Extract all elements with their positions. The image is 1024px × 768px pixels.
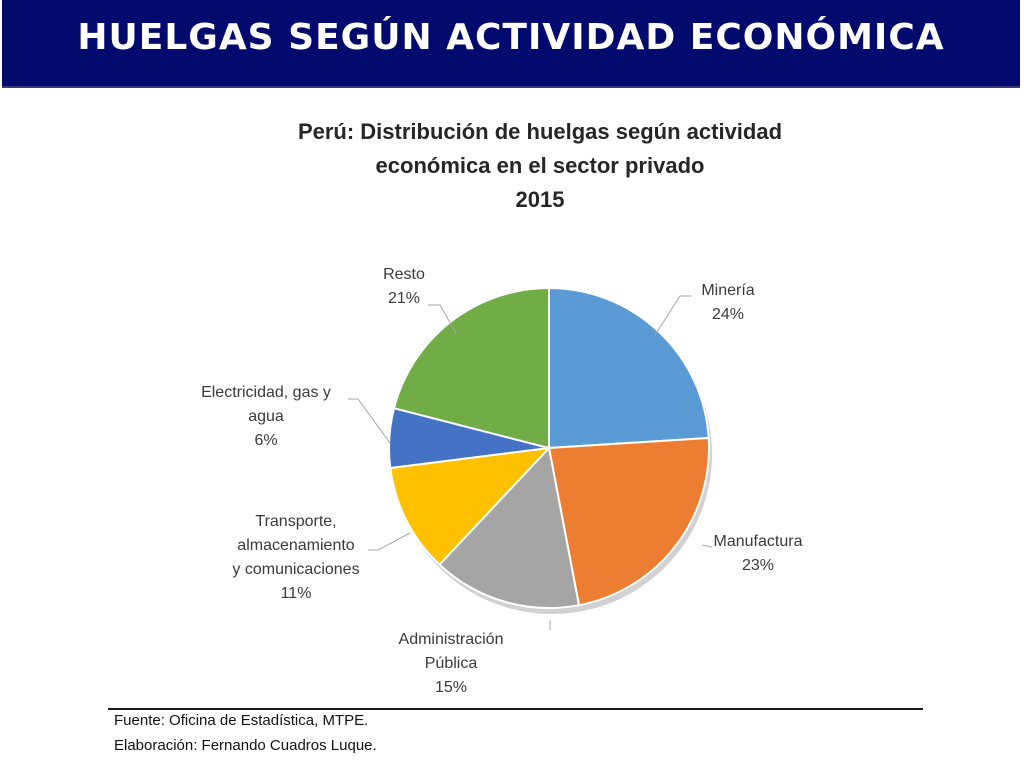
pie-slice bbox=[438, 445, 581, 610]
slice-category-label: almacenamiento bbox=[237, 537, 355, 554]
chart-title-line-2: económica en el sector privado bbox=[375, 153, 705, 178]
pie-slice bbox=[548, 286, 710, 450]
leader-line bbox=[348, 398, 391, 444]
footer-divider bbox=[108, 708, 923, 710]
slice-value-label: 15% bbox=[435, 679, 467, 696]
header-banner: HUELGAS SEGÚN ACTIVIDAD ECONÓMICA bbox=[2, 0, 1020, 88]
leader-line bbox=[428, 304, 457, 334]
chart-title-line-1: Perú: Distribución de huelgas según acti… bbox=[297, 119, 783, 144]
slice-value-label: 24% bbox=[712, 306, 744, 323]
slice-category-label: Minería bbox=[701, 282, 754, 299]
pie-slice bbox=[547, 436, 710, 607]
chart-title-year: 2015 bbox=[515, 187, 565, 212]
leader-line bbox=[368, 532, 411, 551]
slice-value-label: 6% bbox=[254, 432, 277, 449]
page-title: HUELGAS SEGÚN ACTIVIDAD ECONÓMICA bbox=[77, 17, 945, 58]
slice-category-label: Electricidad, gas y bbox=[201, 384, 331, 401]
slice-category-label: agua bbox=[248, 408, 284, 425]
pie-slice bbox=[392, 286, 550, 450]
source-note: Fuente: Oficina de Estadística, MTPE. bbox=[114, 712, 369, 729]
slice-category-label: Transporte, bbox=[255, 513, 336, 530]
leader-line bbox=[701, 544, 713, 548]
slice-value-label: 21% bbox=[388, 290, 420, 307]
slice-category-label: Administración bbox=[399, 631, 504, 648]
author-note: Elaboración: Fernando Cuadros Luque. bbox=[114, 737, 377, 754]
slice-category-label: Manufactura bbox=[714, 533, 803, 550]
slice-category-label: y comunicaciones bbox=[232, 561, 359, 578]
slice-value-label: 23% bbox=[742, 557, 774, 574]
slice-category-label: Pública bbox=[425, 655, 478, 672]
pie-slice bbox=[389, 446, 552, 567]
slice-value-label: 11% bbox=[281, 585, 312, 602]
leader-line bbox=[654, 295, 692, 336]
slice-category-label: Resto bbox=[383, 266, 425, 283]
